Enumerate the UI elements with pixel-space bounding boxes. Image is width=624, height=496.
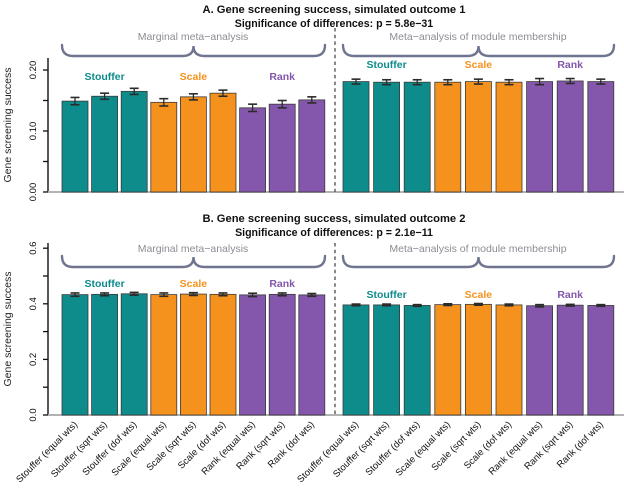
panel-b-bar-4 bbox=[179, 293, 207, 416]
panel-b-bar-7 bbox=[268, 293, 296, 416]
group-label-stouffer: Stouffer bbox=[84, 71, 124, 83]
y-tick-label: 0.0 bbox=[28, 408, 39, 421]
section-brace-left bbox=[60, 254, 327, 269]
panel-a-section-label-left: Marginal meta−analysis bbox=[138, 31, 249, 43]
y-tick-label: 0.6 bbox=[28, 242, 39, 255]
panel-b-bar-2 bbox=[120, 293, 148, 416]
panel-a-bar-17 bbox=[587, 81, 615, 193]
panel-b-bar-1 bbox=[91, 293, 118, 416]
group-label-rank: Rank bbox=[269, 278, 295, 290]
section-brace-right bbox=[341, 43, 616, 58]
panel-b-title: B. Gene screening success, simulated out… bbox=[202, 213, 465, 225]
panel-a-plot: 0.00 0.10 0.20 Stouffer Scale Rank Stouffer Sca… bbox=[28, 28, 624, 201]
group-label-rank: Rank bbox=[557, 59, 583, 71]
panel-b-bar-6 bbox=[239, 294, 267, 416]
panel-a-bar-0 bbox=[61, 100, 89, 193]
panel-b-bar-9 bbox=[342, 304, 370, 416]
panel-a-bar-3 bbox=[150, 101, 178, 193]
panel-b-bar-8 bbox=[298, 294, 326, 416]
panel-b-bar-5 bbox=[209, 293, 237, 416]
panel-a-bar-6 bbox=[239, 107, 267, 193]
panel-a-bar-11 bbox=[403, 81, 431, 193]
panel-b-bar-0 bbox=[61, 294, 89, 416]
group-label-scale: Scale bbox=[180, 71, 208, 83]
group-label-rank: Rank bbox=[557, 289, 583, 301]
section-brace-right bbox=[341, 254, 616, 269]
panel-a-bar-10 bbox=[373, 81, 401, 193]
group-label-stouffer: Stouffer bbox=[84, 278, 124, 290]
panel-b-bar-3 bbox=[150, 294, 178, 416]
panel-a-subtitle: Significance of differences: p = 5.8e−31 bbox=[235, 18, 434, 30]
panel-b-bar-17 bbox=[587, 305, 615, 416]
group-label-scale: Scale bbox=[465, 289, 493, 301]
group-label-rank: Rank bbox=[269, 71, 295, 83]
panel-a-bar-9 bbox=[342, 81, 370, 193]
panel-a-bar-13 bbox=[464, 81, 492, 193]
panel-a-bar-5 bbox=[209, 92, 237, 193]
panel-a-section-label-right: Meta−analysis of module membership bbox=[389, 31, 566, 43]
panel-a-bar-14 bbox=[495, 81, 523, 193]
panel-b-bar-15 bbox=[526, 305, 553, 416]
y-tick-label: 0.20 bbox=[28, 61, 39, 80]
x-tick-label-15: Rank (equal wts) bbox=[487, 419, 545, 477]
group-label-stouffer: Stouffer bbox=[366, 59, 406, 71]
section-brace-left bbox=[60, 43, 327, 58]
panel-a-bar-4 bbox=[179, 96, 207, 193]
panel-a-bar-12 bbox=[434, 81, 462, 193]
panel-a-bar-7 bbox=[268, 103, 296, 193]
x-tick-label-11: Stouffer (dof wts) bbox=[364, 419, 423, 478]
panel-b-section-label-right: Meta−analysis of module membership bbox=[389, 243, 566, 255]
group-label-scale: Scale bbox=[465, 59, 493, 71]
y-tick-label: 0.2 bbox=[28, 353, 39, 366]
panel-a-bar-1 bbox=[91, 95, 118, 193]
panel-b-y-axis-title: Gene screening success bbox=[2, 272, 14, 387]
panel-a-bar-8 bbox=[298, 99, 326, 193]
panel-b-subtitle: Significance of differences: p = 2.1e−11 bbox=[235, 227, 433, 239]
panel-a-bar-2 bbox=[120, 90, 148, 193]
y-tick-label: 0.00 bbox=[28, 183, 39, 202]
x-tick-label-6: Rank (equal wts) bbox=[200, 419, 258, 477]
panel-a-title: A. Gene screening success, simulated out… bbox=[202, 4, 465, 16]
panel-b-bar-14 bbox=[495, 304, 523, 416]
panel-b-section-label-left: Marginal meta−analysis bbox=[138, 243, 249, 255]
y-tick-label: 0.10 bbox=[28, 122, 39, 141]
panel-b-bar-10 bbox=[373, 304, 401, 416]
panel-b-plot: 0.0 0.2 0.4 0.6 Stouffer Scale Rank Stouffer Sca… bbox=[14, 242, 624, 485]
panel-a-bar-16 bbox=[556, 80, 584, 193]
group-label-stouffer: Stouffer bbox=[366, 289, 406, 301]
panel-b-bar-12 bbox=[434, 304, 462, 416]
panel-a-y-axis-title: Gene screening success bbox=[2, 68, 14, 183]
x-tick-label-12: Scale (equal wts) bbox=[394, 419, 453, 478]
panel-b-bar-11 bbox=[403, 305, 431, 416]
panel-a-bar-15 bbox=[526, 81, 553, 193]
x-tick-label-10: Stouffer (sqrt wts) bbox=[331, 419, 392, 480]
panel-b-bar-13 bbox=[464, 303, 492, 416]
panel-b-bar-16 bbox=[556, 304, 584, 416]
group-label-scale: Scale bbox=[180, 278, 208, 290]
y-tick-label: 0.4 bbox=[28, 297, 39, 310]
